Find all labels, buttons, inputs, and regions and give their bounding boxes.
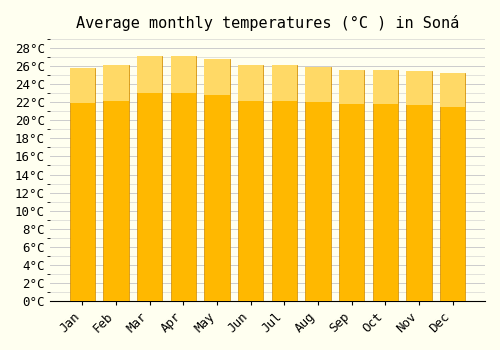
Bar — [104, 65, 128, 301]
Bar — [70, 68, 95, 301]
Title: Average monthly temperatures (°C ) in Soná: Average monthly temperatures (°C ) in So… — [76, 15, 459, 31]
Bar — [170, 56, 196, 93]
Bar — [306, 67, 330, 102]
Bar — [339, 70, 364, 301]
Bar — [272, 65, 297, 100]
Bar — [104, 65, 128, 100]
Bar — [339, 70, 364, 104]
Bar — [137, 56, 162, 93]
Bar — [204, 59, 230, 95]
Bar — [170, 56, 196, 301]
Bar — [70, 68, 95, 103]
Bar — [238, 65, 263, 100]
Bar — [238, 65, 263, 301]
Bar — [272, 65, 297, 301]
Bar — [406, 71, 432, 105]
Bar — [306, 67, 330, 301]
Bar — [372, 70, 398, 301]
Bar — [406, 71, 432, 301]
Bar — [137, 56, 162, 301]
Bar — [440, 72, 465, 107]
Bar — [204, 59, 230, 301]
Bar — [440, 72, 465, 301]
Bar — [372, 70, 398, 104]
